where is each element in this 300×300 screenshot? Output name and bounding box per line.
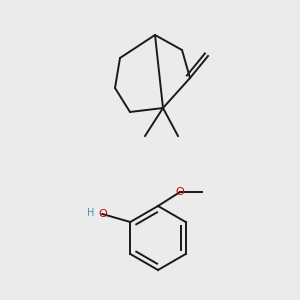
Text: H: H <box>87 208 94 218</box>
Text: O: O <box>98 209 107 219</box>
Text: O: O <box>176 187 184 197</box>
